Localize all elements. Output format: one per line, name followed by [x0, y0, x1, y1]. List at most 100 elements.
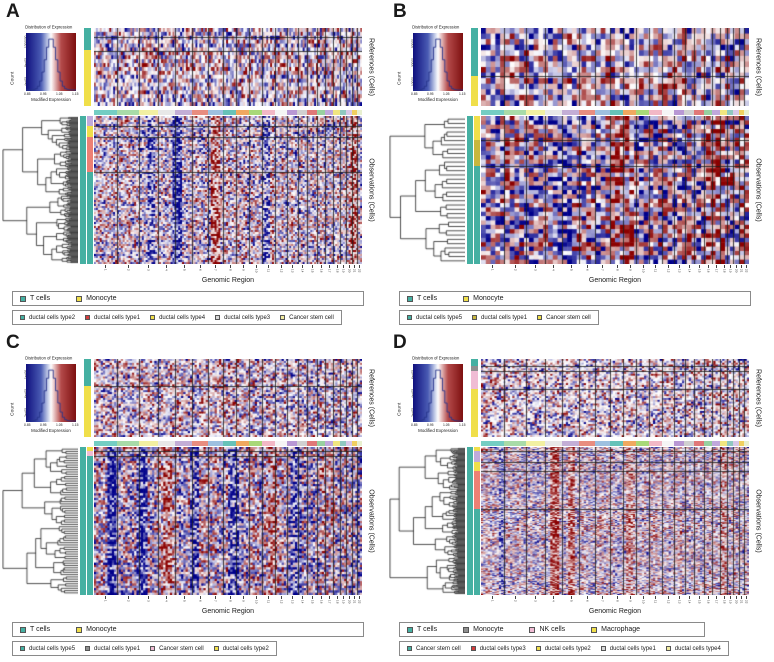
chromosome-segment	[562, 110, 579, 115]
colorbar-expression-tick: 1.05	[443, 423, 450, 427]
annotation-segment	[471, 76, 478, 106]
legend-swatch	[20, 626, 26, 633]
legend-item: Monocyte	[76, 295, 116, 302]
chromosome-tick-label: 18	[722, 600, 726, 604]
colorbar-count-axis-label: Count	[396, 402, 402, 416]
chromosome-tick	[184, 265, 185, 268]
chromosome-tick	[699, 596, 700, 599]
chromosome-tick	[349, 265, 350, 268]
chromosome-segment	[684, 441, 695, 446]
legend-label: NK cells	[539, 626, 566, 633]
chromosome-tick	[128, 596, 129, 599]
references-axis-label: References (Cells)	[754, 369, 762, 427]
legend-item: T cells	[20, 626, 50, 633]
legend-swatch	[463, 626, 470, 633]
chromosome-tick-label: 8	[228, 269, 232, 271]
legend-swatch	[20, 315, 25, 320]
chromosome-tick-label: 17	[714, 600, 718, 604]
legend-label: ductal cells type3	[479, 645, 526, 652]
chromosome-tick-label: 7	[600, 600, 604, 602]
legend-item: ductal cells type1	[85, 315, 140, 321]
references-axis-label: References (Cells)	[367, 38, 375, 96]
chromosome-tick-label: 9	[628, 269, 632, 271]
chromosome-segment	[236, 441, 250, 446]
chromosome-tick	[668, 265, 669, 268]
legend-label: ductal cells type3	[224, 314, 271, 321]
chromosome-tick	[256, 596, 257, 599]
legend-item: ductal cells type4	[665, 646, 721, 652]
annotation-segment	[474, 451, 480, 462]
chromosome-tick	[617, 265, 618, 268]
chromosome-segment	[661, 110, 674, 115]
legend-swatch	[20, 646, 25, 651]
chromosome-segment	[526, 441, 545, 446]
chromosome-tick-label: 21	[352, 269, 356, 273]
chromosome-tick-label: 11	[266, 600, 270, 604]
chromosome-tick	[349, 596, 350, 599]
chromosome-tick-label: 1	[490, 269, 494, 271]
legend-item: ductal cells type2	[20, 315, 75, 321]
chromosome-segment	[503, 441, 527, 446]
chromosome-segment	[207, 441, 223, 446]
colorbar-expression-tick: 1.15	[72, 92, 79, 96]
annotation-segment	[84, 359, 91, 386]
chromosome-segment	[332, 110, 341, 115]
colorbar-distribution-canvas	[26, 364, 76, 422]
annotation-segment	[471, 28, 478, 77]
chromosome-segment	[236, 110, 250, 115]
chromosome-tick-label: 20	[734, 600, 738, 604]
colorbar-xaxis-label: Modified Expression	[418, 428, 458, 433]
legend-item: ductal cells type2	[535, 646, 591, 652]
chromosome-tick-label: 3	[533, 600, 537, 602]
chromosome-tick-label: 1	[103, 600, 107, 602]
chromosome-tick-label: 10	[641, 600, 645, 604]
chromosome-segment	[340, 110, 347, 115]
chromosome-tick-label: 13	[677, 269, 681, 273]
legend-item: Monocyte	[463, 626, 503, 633]
annotation-segment	[471, 359, 478, 367]
annotation-segment	[471, 366, 478, 372]
chromosome-tick-label: 13	[677, 600, 681, 604]
chromosome-tick	[679, 596, 680, 599]
chromosome-segment	[703, 110, 713, 115]
legend-label: ductal cells type1	[609, 645, 656, 652]
legend-label: ductal cells type1	[94, 314, 141, 321]
colorbar-expression-tick: 1.05	[56, 423, 63, 427]
chromosome-tick	[354, 596, 355, 599]
annotation-segment	[87, 116, 93, 127]
chromosome-tick-label: 5	[182, 600, 186, 602]
legend-item: ductal cells type1	[600, 645, 656, 652]
legend-label: Cancer stem cell	[416, 645, 461, 652]
chromosome-tick	[281, 596, 282, 599]
legend-swatch	[407, 295, 413, 302]
observations-heatmap-canvas	[94, 447, 362, 595]
chromosome-tick	[230, 596, 231, 599]
legend-reference-cell-types: T cells Monocyte	[399, 291, 751, 306]
chromosome-segment	[609, 441, 624, 446]
colorbar-distribution-canvas	[26, 33, 76, 91]
chromosome-tick	[587, 265, 588, 268]
legend-item: Cancer stem cell	[537, 315, 591, 321]
chromosome-segment	[274, 441, 287, 446]
chromosome-tick	[243, 265, 244, 268]
chromosome-segment	[594, 441, 610, 446]
chromosome-tick-label: 12	[666, 600, 670, 604]
chromosome-segment	[719, 441, 728, 446]
chromosome-tick	[689, 265, 690, 268]
chromosome-segment	[703, 441, 713, 446]
chromosome-tick-label: 19	[341, 600, 345, 604]
legend-observation-cell-types: ductal cells type5 ductal cells type1 Canc…	[399, 310, 599, 325]
chromosome-tick-label: 1	[490, 600, 494, 602]
chromosome-tick	[343, 265, 344, 268]
genomic-region-label: Genomic Region	[201, 277, 255, 284]
chromosome-tick-label: 8	[615, 269, 619, 271]
legend-swatch	[470, 646, 476, 651]
chromosome-segment	[636, 441, 649, 446]
chromosome-segment	[356, 441, 362, 446]
chromosome-segment	[727, 110, 734, 115]
chromosome-tick-label: 20	[347, 269, 351, 273]
chromosome-segment	[262, 441, 275, 446]
chromosome-tick-label: 11	[653, 269, 657, 273]
panel-A: A Distribution of Expression Count 4e+05…	[0, 0, 387, 331]
chromosome-tick-label: 6	[585, 269, 589, 271]
